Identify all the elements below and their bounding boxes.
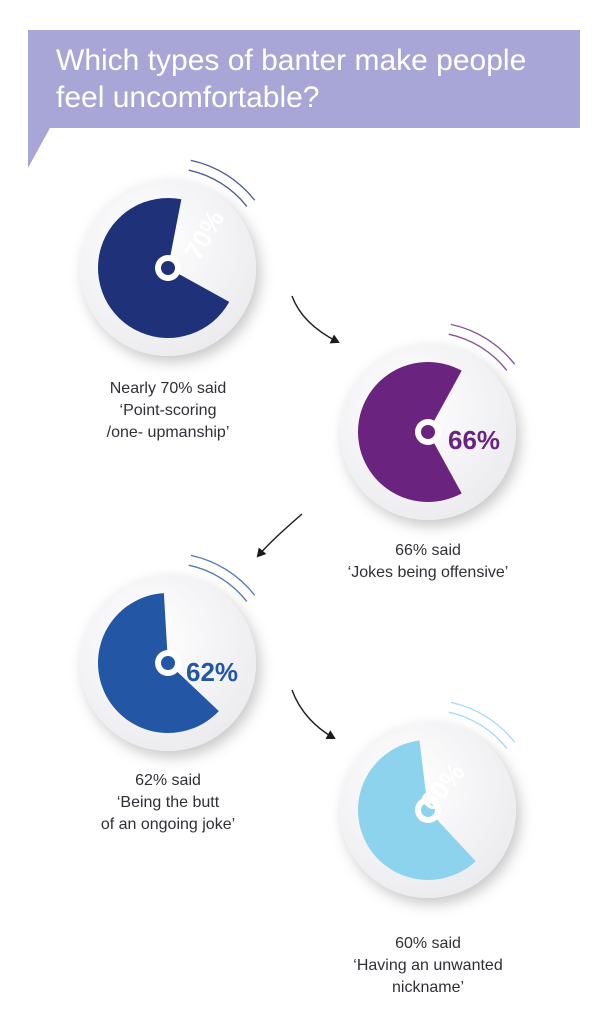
pie-value-label: 62% — [186, 657, 238, 687]
caption-line: ‘Jokes being offensive’ — [347, 564, 509, 581]
page-title-line-2: feel uncomfortable? — [56, 81, 320, 114]
caption-line: ‘Being the butt — [116, 794, 220, 811]
pie-hub-dot — [421, 425, 435, 439]
pie-1: 70% — [80, 159, 256, 356]
flow-arrows — [256, 295, 340, 739]
motion-line — [448, 711, 508, 749]
caption-line: of an ongoing joke’ — [100, 816, 236, 833]
pie-4: 60% — [340, 701, 516, 898]
flow-arrow — [291, 689, 336, 739]
pie-hub-dot — [161, 261, 175, 275]
caption-line: ‘Having an unwanted — [353, 957, 503, 974]
pie-slice — [357, 362, 462, 503]
page-title: Which types of banter make people feel u… — [56, 42, 576, 116]
pie-caption-1: Nearly 70% said ‘Point-scoring/one- upman… — [48, 378, 288, 444]
flow-arrow — [256, 513, 303, 558]
motion-line — [448, 333, 508, 371]
pie-caption-3: 62% said ‘Being the butt of an ongoing jok… — [48, 770, 288, 836]
caption-line: 60% said — [395, 935, 461, 952]
pie-hub-dot — [421, 803, 435, 817]
title-banner-tail — [28, 128, 50, 168]
caption-line: Nearly 70% said — [109, 380, 227, 397]
pie-caption-2: 66% said ‘Jokes being offensive’ — [308, 540, 548, 584]
motion-line — [450, 323, 516, 365]
caption-line: nickname’ — [391, 979, 465, 996]
pie-value-label: 66% — [448, 425, 500, 455]
title-banner — [28, 30, 580, 128]
motion-line — [450, 701, 516, 743]
motion-line — [188, 169, 248, 207]
caption-line: /one- upmanship’ — [106, 424, 230, 441]
motion-line — [188, 564, 248, 602]
pie-2: 66% — [340, 323, 516, 520]
caption-line: 62% said — [135, 772, 201, 789]
motion-line — [190, 554, 256, 596]
page-title-line-1: Which types of banter make people — [56, 44, 527, 77]
motion-line — [190, 159, 256, 201]
flow-arrow — [291, 295, 340, 344]
pie-3: 62% — [80, 554, 256, 751]
caption-line: 66% said — [395, 542, 461, 559]
pie-caption-4: 60% said ‘Having an unwanted nickname’ — [308, 933, 548, 999]
pie-hub-dot — [161, 656, 175, 670]
caption-line: ‘Point-scoring — [119, 402, 217, 419]
